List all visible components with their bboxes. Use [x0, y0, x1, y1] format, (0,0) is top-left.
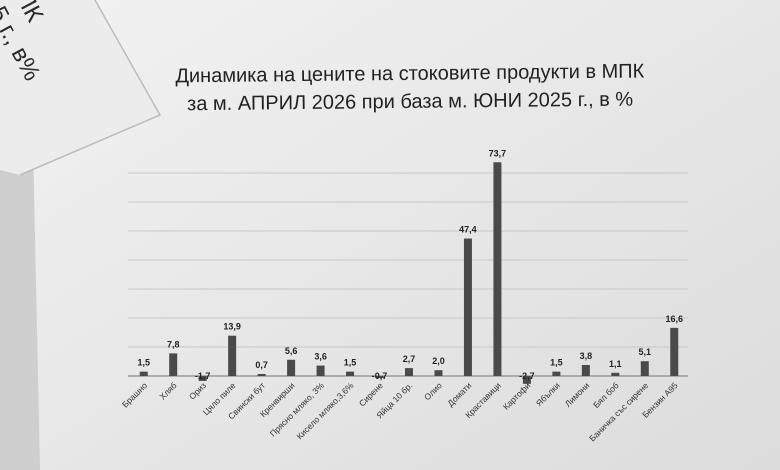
bar: [405, 368, 413, 376]
data-label: 3,8: [580, 351, 593, 361]
category-label: Лимони: [563, 380, 592, 409]
category-label: Ябълки: [534, 380, 562, 408]
data-label: 47,4: [459, 225, 477, 235]
data-label: 1,5: [550, 358, 563, 368]
category-label: Брашно: [120, 380, 149, 409]
bar: [287, 359, 296, 376]
category-label: Домати: [445, 380, 473, 408]
bar: [552, 371, 561, 376]
category-label: Кисело мляко,3,6%: [294, 380, 355, 441]
category-label: Бял боб: [591, 380, 621, 410]
bar: [169, 353, 178, 376]
category-label: Картофи: [501, 380, 533, 412]
data-label: 1,5: [137, 358, 150, 368]
bar: [139, 371, 148, 376]
data-label: -2,7: [519, 371, 535, 381]
bar: [581, 364, 590, 376]
bar: [670, 327, 679, 376]
data-label: 2,7: [403, 354, 416, 364]
chart-title-line-1: Динамика на цените на стоковите продукти…: [175, 60, 644, 87]
data-label: 1,5: [344, 358, 357, 368]
bar: [611, 372, 620, 376]
data-label: -1,7: [195, 371, 211, 381]
data-label: 3,6: [314, 352, 327, 362]
data-label: 5,1: [639, 347, 652, 357]
bar: [228, 335, 237, 376]
bar: [198, 376, 207, 381]
data-label: 2,0: [432, 356, 445, 366]
bar: [346, 371, 355, 376]
bar: [316, 365, 325, 376]
category-label: Олио: [422, 380, 444, 402]
bar: [493, 162, 502, 376]
bar: [463, 238, 472, 376]
bar: [434, 370, 443, 376]
bar: [640, 361, 649, 376]
data-label: 13,9: [223, 322, 241, 332]
chart-title-line-2: за м. АПРИЛ 2026 при база м. ЮНИ 2025 г.…: [187, 89, 633, 116]
data-label: 73,7: [489, 148, 507, 158]
data-label: -0,7: [372, 371, 388, 381]
data-label: 0,7: [255, 360, 268, 370]
data-label: 16,6: [665, 314, 683, 324]
bar: [257, 373, 266, 376]
category-label: Хляб: [157, 380, 178, 401]
data-label: 1,1: [609, 359, 622, 369]
category-label: Прясно мляко, 3%: [268, 380, 327, 439]
bar: [522, 376, 531, 384]
bar: [375, 376, 384, 379]
data-label: 7,8: [167, 339, 180, 349]
category-label: Ориз: [187, 380, 208, 401]
data-label: 5,6: [285, 346, 298, 356]
category-label: Сирене: [357, 380, 385, 408]
